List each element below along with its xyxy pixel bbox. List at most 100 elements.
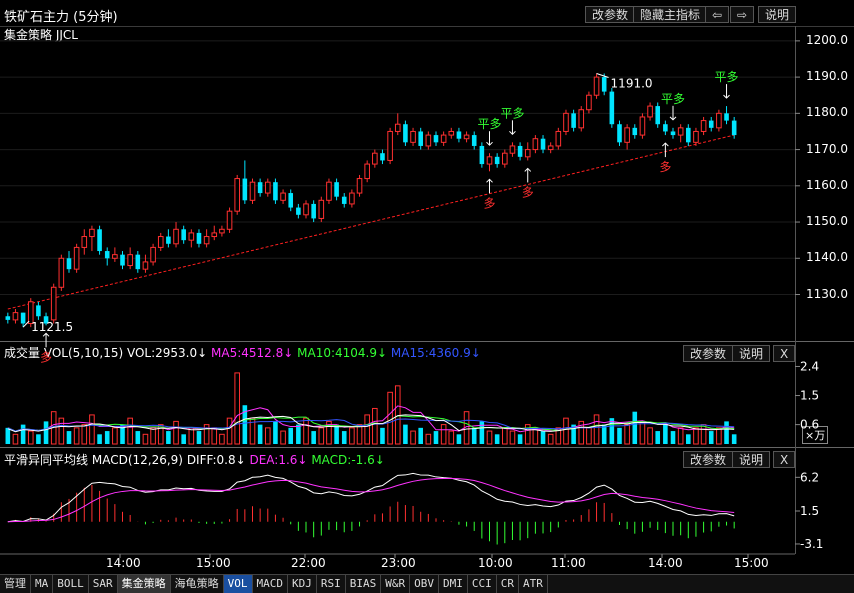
macd-dea-line	[7, 477, 735, 523]
volume-bar-up	[700, 424, 707, 445]
tab-7[interactable]: MACD	[253, 575, 288, 593]
volume-bar-down	[43, 421, 49, 444]
candle-body-down	[104, 251, 110, 259]
candle-body-up	[89, 228, 95, 238]
vol-divider	[0, 341, 854, 342]
volume-bar-up	[410, 430, 416, 445]
candle-body-down	[296, 207, 301, 215]
close-long-signal-label: 平多	[661, 92, 685, 106]
tab-6[interactable]: VOL	[223, 575, 253, 593]
candle-body-up	[280, 192, 286, 201]
tab-5[interactable]: 海龟策略	[171, 575, 224, 593]
candle-body-down	[731, 120, 737, 136]
tab-11[interactable]: W&R	[381, 575, 411, 593]
volume-bar-down	[242, 405, 248, 444]
candle-body-up	[387, 130, 393, 161]
next-arrow-icon[interactable]: ⇨	[730, 6, 755, 23]
tab-3[interactable]: SAR	[89, 575, 118, 593]
vol-help-button[interactable]: 说明	[732, 345, 771, 362]
vol-header: 成交量 VOL(5,10,15) VOL:2953.0↓ MA5:4512.8↓…	[4, 344, 481, 361]
candle-body-down	[655, 106, 661, 125]
tab-10[interactable]: BIAS	[346, 575, 382, 593]
volume-bar-up	[318, 427, 325, 445]
hide-main-indicator-button[interactable]: 隐藏主指标	[633, 6, 708, 23]
volume-bar-up	[486, 430, 493, 445]
candle-body-down	[273, 182, 278, 201]
candle-body-up	[356, 178, 363, 194]
candle-body-down	[36, 305, 41, 317]
candle-body-up	[50, 286, 57, 321]
tab-14[interactable]: CCI	[468, 575, 497, 593]
price-tick-label: 1190.0	[806, 69, 848, 84]
candle-body-down	[166, 236, 171, 244]
candle-body-up	[639, 116, 646, 136]
volume-bar-down	[724, 421, 729, 444]
close-long-signal-label: 平多	[478, 117, 502, 131]
volume-bar-up	[524, 424, 531, 445]
volume-bar-down	[97, 434, 102, 444]
change-params-button[interactable]: 改参数	[585, 6, 636, 23]
volume-bar-down	[166, 431, 171, 444]
macd-help-button[interactable]: 说明	[732, 451, 771, 468]
volume-bar-up	[364, 414, 370, 445]
tab-12[interactable]: OBV	[410, 575, 439, 593]
volume-bar-up	[150, 427, 156, 445]
volume-bar-down	[418, 427, 423, 444]
volume-bar-down	[273, 421, 278, 444]
tab-4[interactable]: 集金策略	[117, 575, 171, 593]
volume-bar-down	[181, 434, 186, 444]
candle-body-down	[494, 156, 500, 165]
time-tick-label: 10:00	[478, 556, 513, 570]
volume-bar-down	[341, 431, 347, 444]
macd-close-button[interactable]: X	[773, 451, 796, 468]
tab-8[interactable]: KDJ	[288, 575, 317, 593]
tab-0[interactable]: 管理	[0, 575, 31, 593]
volume-bar-down	[617, 427, 622, 444]
volume-bar-down	[601, 424, 607, 444]
candle-body-up	[509, 145, 516, 154]
volume-bar-down	[479, 421, 485, 444]
tab-2[interactable]: BOLL	[53, 575, 89, 593]
long-signal-label: 多	[484, 196, 496, 210]
strategy-label: 集金策略 JJCL	[4, 28, 78, 42]
tab-1[interactable]: MA	[31, 575, 54, 593]
macd-value: MACD:-1.6↓	[311, 453, 385, 467]
tab-9[interactable]: RSI	[317, 575, 346, 593]
volume-bar-down	[433, 431, 439, 444]
tab-15[interactable]: CR	[497, 575, 519, 593]
candle-body-up	[486, 156, 493, 165]
volume-bar-up	[112, 427, 118, 445]
candle-body-up	[440, 134, 447, 143]
vol-ma15-line	[7, 418, 735, 432]
candle-body-down	[288, 193, 294, 208]
vol-close-button[interactable]: X	[773, 345, 796, 362]
tab-13[interactable]: DMI	[439, 575, 468, 593]
candle-body-up	[226, 210, 233, 230]
candle-body-up	[127, 254, 133, 267]
vol-ma5-line	[7, 405, 735, 433]
prev-arrow-icon[interactable]: ⇦	[705, 6, 730, 23]
volume-bar-up	[27, 430, 34, 445]
volume-bar-down	[686, 434, 691, 444]
volume-bar-up	[532, 427, 539, 445]
candle-body-up	[150, 246, 156, 263]
candle-body-down	[571, 113, 576, 128]
vol-change-params-button[interactable]: 改参数	[683, 345, 734, 362]
signal-arrowhead	[524, 167, 532, 172]
candle-body-up	[593, 76, 600, 96]
candle-body-down	[120, 254, 125, 266]
candle-body-up	[578, 109, 585, 129]
candle-body-down	[686, 127, 691, 143]
volume-bar-down	[731, 434, 737, 444]
vol-ma10-line	[7, 415, 735, 432]
candle-body-up	[81, 236, 88, 248]
volume-bar-down	[257, 424, 263, 444]
candle-body-down	[66, 258, 72, 270]
volume-bar-up	[440, 424, 447, 445]
macd-change-params-button[interactable]: 改参数	[683, 451, 734, 468]
help-button[interactable]: 说明	[758, 6, 797, 23]
volume-bar-down	[296, 424, 301, 444]
macd-name: 平滑异同平均线	[4, 453, 89, 467]
tab-16[interactable]: ATR	[519, 575, 548, 593]
